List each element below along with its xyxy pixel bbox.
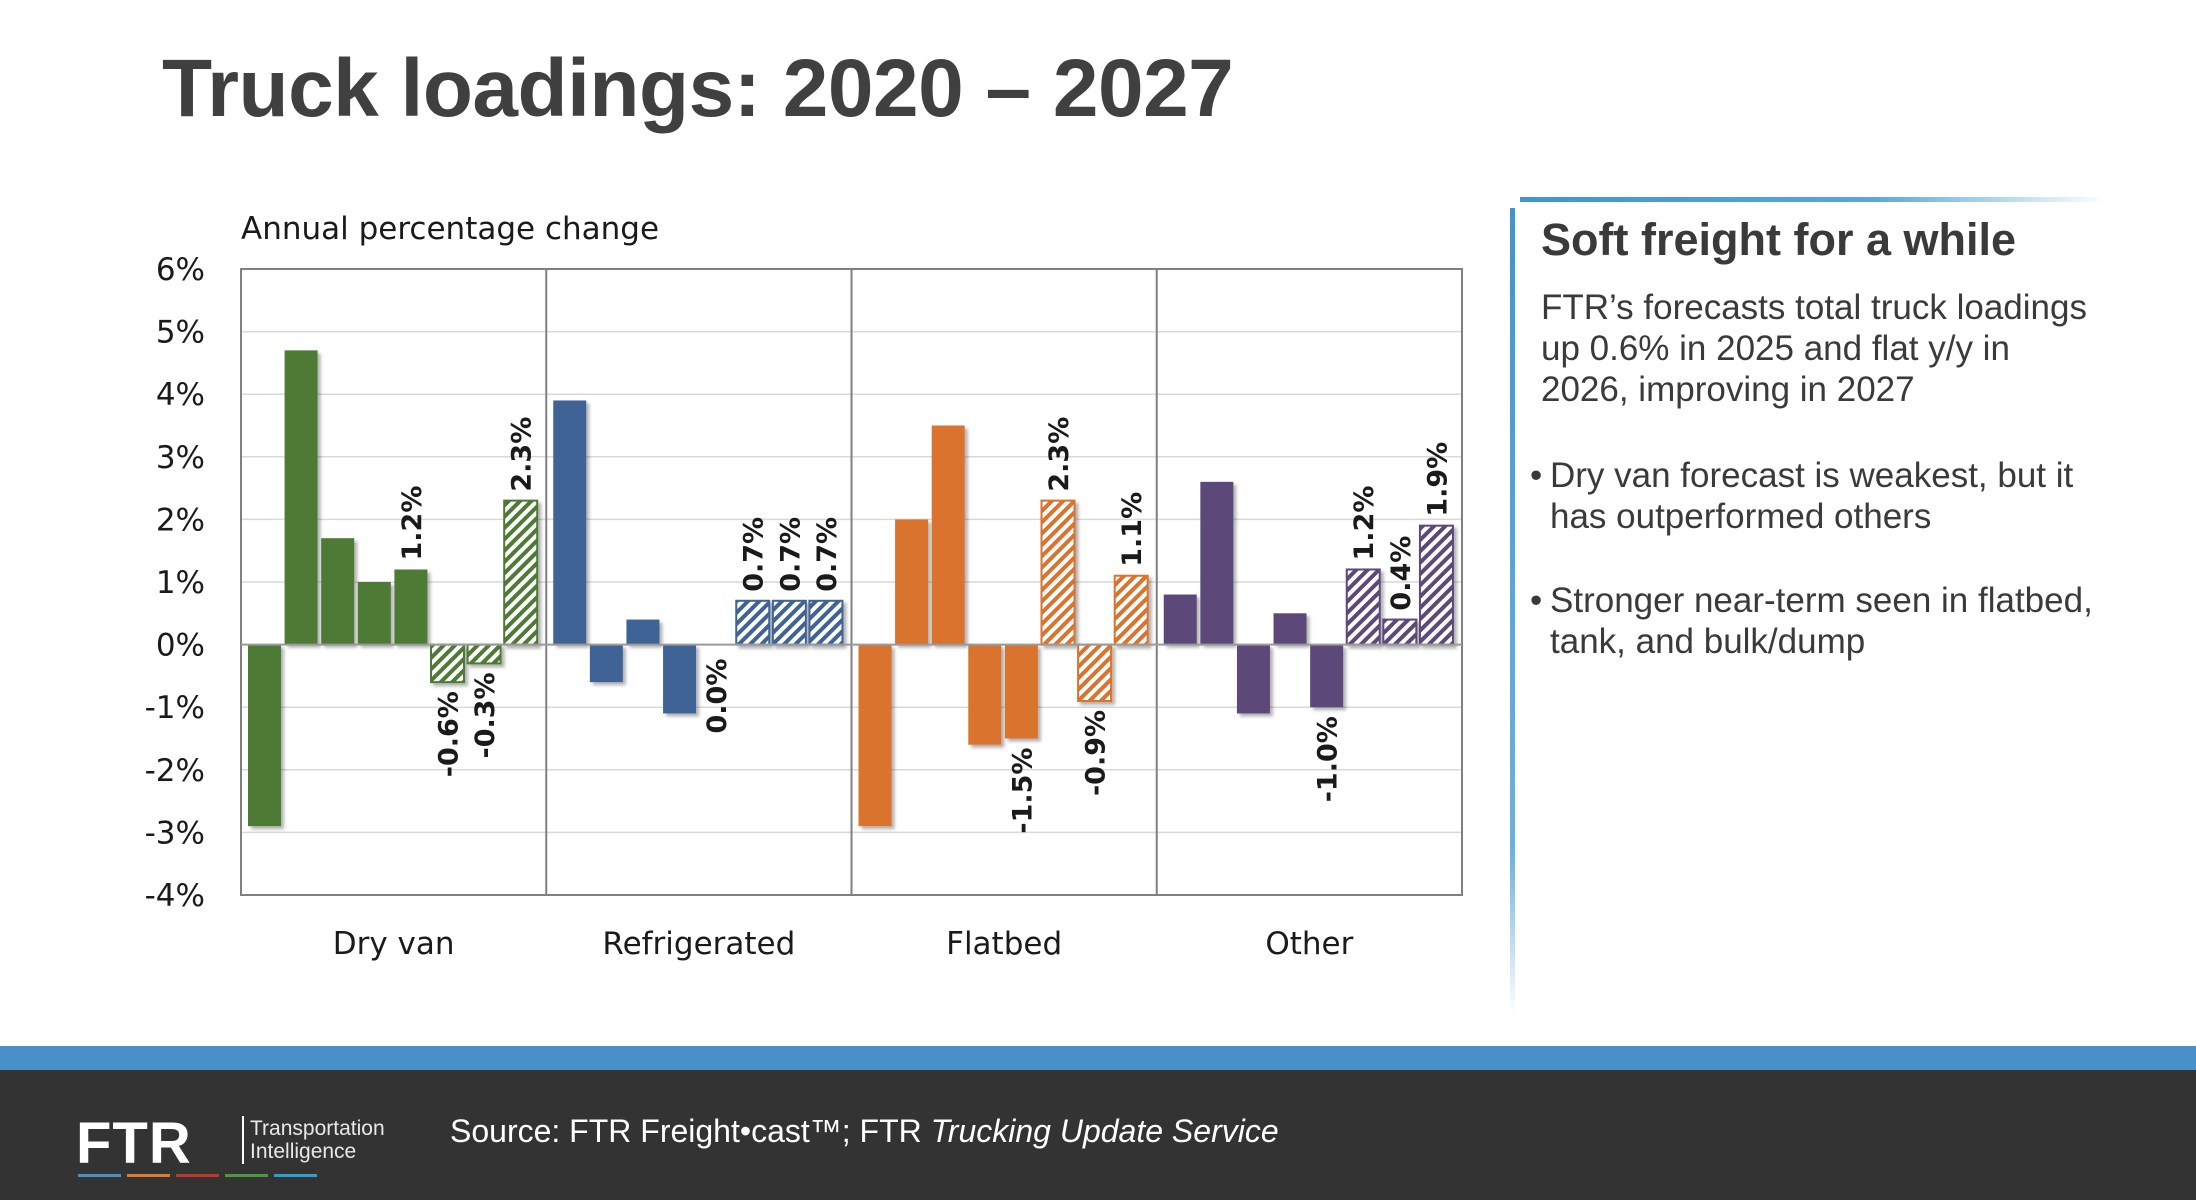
bar: [553, 400, 587, 645]
data-label: 0.7%: [739, 517, 770, 592]
y-tick-label: 3%: [156, 440, 205, 476]
footer-accent-stripe: [0, 1046, 2196, 1070]
sidebar-bullet-text: Dry van forecast is weakest, but it has …: [1550, 456, 2074, 536]
y-axis-label: Annual percentage change: [241, 211, 659, 247]
sidebar-paragraph: FTR’s forecasts total truck loadings up …: [1541, 288, 2087, 409]
data-label: 0.0%: [702, 659, 733, 734]
bar: [858, 644, 892, 827]
y-tick-label: 5%: [156, 315, 205, 351]
logo-color-bar: [78, 1174, 121, 1177]
category-label: Dry van: [333, 926, 455, 962]
data-label: 0.7%: [812, 517, 843, 592]
logo-color-bar: [176, 1174, 219, 1177]
logo-tagline-line-2: Intelligence: [250, 1140, 357, 1163]
data-label: 2.3%: [507, 417, 538, 492]
y-tick-label: -2%: [145, 753, 205, 789]
y-tick-label: -4%: [145, 878, 205, 914]
data-label: -0.6%: [434, 691, 465, 777]
bar: [931, 425, 965, 645]
bar: [1040, 499, 1076, 646]
source-italic: Trucking Update Service: [930, 1113, 1279, 1149]
sidebar-heading: Soft freight for a while: [1541, 214, 2017, 265]
y-tick-label: -3%: [145, 815, 205, 851]
bar: [663, 644, 697, 714]
logo-color-bar: [225, 1174, 268, 1177]
data-label: 1.2%: [1349, 486, 1380, 561]
sidebar-bullet-item: • Dry van forecast is weakest, but it has…: [1530, 455, 2100, 537]
source-note: Source: FTR Freight•cast™; FTR Trucking …: [450, 1113, 1279, 1150]
bar: [589, 644, 623, 683]
category-label: Other: [1265, 926, 1353, 962]
bar: [1418, 524, 1454, 646]
bar: [466, 643, 502, 665]
y-tick-label: 4%: [156, 377, 205, 413]
bar: [1236, 644, 1270, 714]
data-label: 1.2%: [397, 486, 428, 561]
logo-divider: [242, 1116, 244, 1164]
data-label: 2.3%: [1044, 417, 1075, 492]
y-tick-label: 1%: [156, 565, 205, 601]
bar: [430, 643, 465, 684]
bar: [394, 569, 428, 645]
data-label: 1.1%: [1117, 492, 1148, 567]
bar: [1273, 613, 1307, 645]
bar: [321, 538, 355, 645]
bar: [1200, 481, 1234, 645]
bar: [771, 599, 807, 646]
bar: [895, 519, 929, 645]
bar: [735, 599, 771, 646]
bar: [357, 582, 391, 645]
data-label: 0.7%: [775, 517, 806, 592]
bar: [1004, 644, 1038, 739]
y-tick-label: 6%: [156, 252, 205, 288]
bar-chart: 6% 5% 4% 3% 2% 1% 0% -1% -2% -3% -4% Annual percent…: [145, 211, 1463, 962]
source-prefix: Source: FTR Freight•cast™; FTR: [450, 1113, 931, 1149]
bar: [1163, 594, 1197, 645]
bar: [968, 644, 1002, 745]
bar: [248, 644, 281, 827]
logo-color-bars: [78, 1174, 317, 1177]
logo-wordmark: FTR: [76, 1111, 192, 1176]
logo-tagline: Transportation Intelligence: [250, 1117, 385, 1163]
bar: [503, 499, 539, 646]
bar: [1382, 618, 1418, 646]
bullet-icon: •: [1530, 581, 1543, 620]
logo-color-bar: [127, 1174, 170, 1177]
bar: [626, 619, 660, 645]
bar: [1310, 644, 1344, 708]
data-label: -1.5%: [1007, 748, 1038, 834]
y-tick-label: 2%: [156, 502, 205, 538]
bar: [1345, 568, 1381, 646]
data-label: -0.9%: [1081, 710, 1112, 796]
bar: [284, 350, 318, 645]
data-label: 1.9%: [1422, 442, 1453, 517]
logo-color-bar: [274, 1174, 317, 1177]
footer-bar: [0, 1070, 2196, 1200]
y-tick-label: -1%: [145, 690, 205, 726]
sidebar-bullet-text: Stronger near-term seen in flatbed, tank…: [1550, 581, 2093, 661]
ftr-logo: FTR Transportation Intelligence: [76, 1111, 396, 1180]
sidebar-left-divider: [1510, 208, 1515, 1014]
bar: [1077, 643, 1113, 702]
category-label: Refrigerated: [602, 926, 795, 962]
logo-tagline-line-1: Transportation: [250, 1117, 385, 1140]
data-label: -1.0%: [1313, 716, 1344, 802]
data-label: -0.3%: [470, 672, 501, 758]
data-label: 0.4%: [1386, 536, 1417, 611]
sidebar-top-divider: [1520, 197, 2106, 202]
sidebar-bullet-list: • Dry van forecast is weakest, but it has…: [1530, 455, 2100, 705]
bullet-icon: •: [1530, 456, 1543, 495]
page-title: Truck loadings: 2020 – 2027: [162, 43, 1234, 134]
bar: [808, 599, 844, 646]
sidebar-bullet-item: • Stronger near-term seen in flatbed, tan…: [1530, 580, 2100, 662]
bar: [1113, 574, 1149, 646]
category-label: Flatbed: [946, 926, 1062, 962]
y-tick-label: 0%: [156, 628, 205, 664]
